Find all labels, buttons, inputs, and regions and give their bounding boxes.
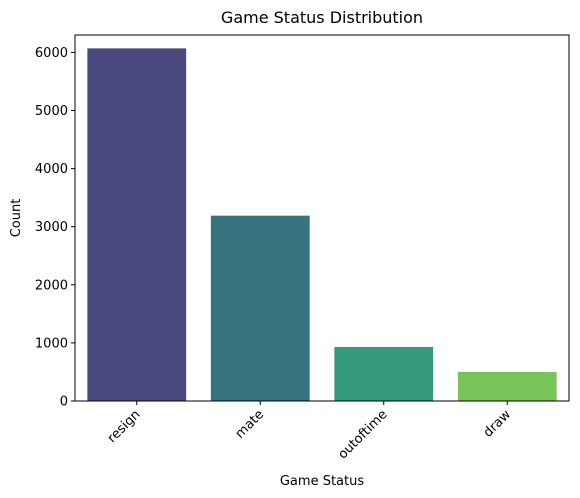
x-tick-label: resign bbox=[105, 407, 144, 446]
x-tick-label: draw bbox=[481, 407, 515, 441]
y-tick-label: 1000 bbox=[35, 336, 68, 351]
chart-title: Game Status Distribution bbox=[221, 8, 423, 27]
x-axis-title: Game Status bbox=[280, 474, 364, 489]
y-axis-ticks: 0 1000 2000 3000 4000 5000 6000 bbox=[35, 46, 75, 410]
bar-draw bbox=[457, 371, 557, 401]
bars-group bbox=[87, 48, 557, 401]
bar-mate bbox=[210, 215, 310, 401]
y-tick-label: 0 bbox=[60, 395, 68, 410]
bar-outoftime bbox=[334, 346, 434, 401]
plot-frame bbox=[74, 34, 570, 402]
y-tick-label: 3000 bbox=[35, 220, 68, 235]
y-axis-title: Count bbox=[9, 199, 24, 238]
x-axis-ticks: resign mate outoftime draw bbox=[105, 401, 515, 462]
y-tick-label: 5000 bbox=[35, 104, 68, 119]
y-tick-label: 2000 bbox=[35, 278, 68, 293]
x-tick-label: mate bbox=[233, 407, 267, 441]
x-tick-label: outoftime bbox=[335, 407, 390, 462]
y-tick-label: 4000 bbox=[35, 162, 68, 177]
bar-resign bbox=[87, 48, 187, 401]
y-tick-label: 6000 bbox=[35, 46, 68, 61]
